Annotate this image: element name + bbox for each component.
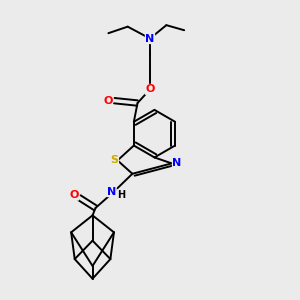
Text: O: O	[145, 84, 155, 94]
Text: O: O	[103, 96, 112, 106]
Text: O: O	[69, 190, 79, 200]
Text: N: N	[172, 158, 182, 168]
Text: H: H	[117, 190, 125, 200]
Text: N: N	[146, 34, 154, 44]
Text: N: N	[107, 187, 116, 196]
Text: S: S	[110, 155, 118, 165]
